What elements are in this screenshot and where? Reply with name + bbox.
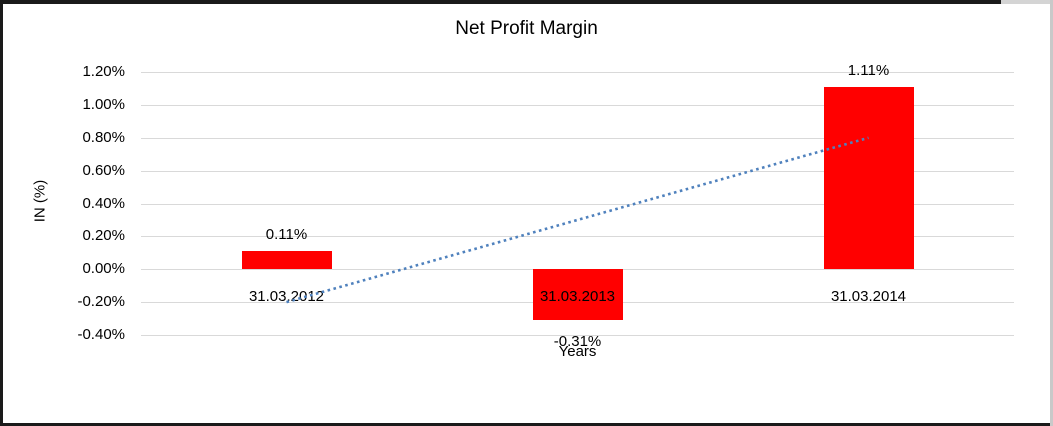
gridline xyxy=(141,203,1014,205)
y-tick-label: 1.00% xyxy=(82,95,125,113)
frame-border-top-right xyxy=(1001,0,1053,4)
y-tick-label: -0.40% xyxy=(77,326,125,343)
y-tick-label: 0.00% xyxy=(82,260,125,278)
x-tick-label: 31.03.2014 xyxy=(830,288,907,305)
y-tick-label: 0.60% xyxy=(82,161,125,179)
bar xyxy=(532,269,623,321)
y-tick-label: 0.20% xyxy=(82,227,125,245)
x-tick-label: 31.03.2012 xyxy=(248,288,325,305)
chart-title: Net Profit Margin xyxy=(455,18,598,39)
bar xyxy=(241,251,332,270)
frame-border-right xyxy=(1050,0,1053,426)
y-tick-label: -0.20% xyxy=(77,293,125,311)
frame-border-left xyxy=(0,0,3,426)
gridline xyxy=(141,236,1014,238)
gridline xyxy=(141,170,1014,172)
gridline xyxy=(141,335,1014,336)
gridline xyxy=(141,137,1014,139)
frame-border-bottom xyxy=(0,423,1053,426)
y-tick-label: 0.40% xyxy=(82,194,125,212)
y-tick-label: 1.20% xyxy=(82,63,125,80)
data-label: 0.11% xyxy=(265,226,308,244)
trendline-path xyxy=(286,136,869,304)
x-axis-title: Years xyxy=(558,343,597,360)
gridline xyxy=(141,104,1014,106)
x-tick-label: 31.03.2013 xyxy=(539,288,616,305)
data-label: 1.11% xyxy=(847,61,890,79)
data-label: -0.31% xyxy=(553,333,602,351)
y-tick-label: 0.80% xyxy=(82,128,125,146)
gridline xyxy=(141,72,1014,73)
frame-border-top xyxy=(0,0,1053,4)
bar xyxy=(823,86,914,270)
